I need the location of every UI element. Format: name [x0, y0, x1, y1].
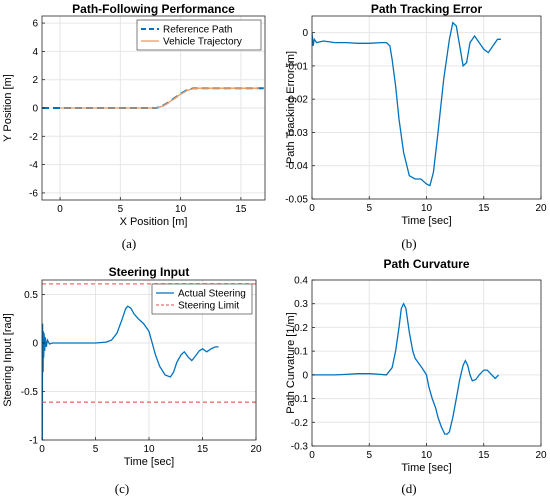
y-tick-label: -0.2: [291, 418, 309, 429]
y-tick-label: -0.5: [21, 387, 39, 398]
x-tick-label: 10: [143, 444, 155, 455]
y-tick-label: 0: [32, 104, 38, 115]
x-tick-label: 15: [478, 450, 490, 461]
y-tick-label: -0.02: [285, 95, 308, 106]
x-axis-label: Time [sec]: [401, 462, 451, 474]
x-tick-label: 10: [421, 203, 433, 214]
y-tick-label: -1: [29, 436, 38, 447]
panel-caption: (d): [401, 481, 416, 496]
x-tick-label: 5: [366, 203, 372, 214]
legend-label: Reference Path: [163, 25, 233, 36]
chart-title: Path-Following Performance: [72, 2, 235, 16]
x-tick-label: 10: [421, 450, 433, 461]
y-axis-label: Path Tracking Error [m]: [285, 51, 297, 164]
y-tick-label: -4: [29, 160, 38, 171]
y-tick-label: -0.05: [285, 195, 308, 206]
y-tick-label: 4: [32, 47, 38, 58]
y-tick-label: 0.2: [294, 323, 308, 334]
x-tick-label: 5: [93, 444, 99, 455]
x-tick-label: 5: [366, 450, 372, 461]
legend-label: Actual Steering: [178, 289, 246, 300]
panel-caption: (a): [122, 236, 136, 251]
x-tick-label: 20: [250, 444, 262, 455]
x-tick-label: 5: [118, 204, 124, 215]
x-tick-label: 20: [535, 450, 547, 461]
y-tick-label: -0.1: [291, 394, 309, 405]
x-tick-label: 0: [309, 450, 315, 461]
panel-caption: (b): [401, 236, 416, 251]
series-line-actual-steering: [42, 305, 219, 440]
x-tick-label: 10: [175, 204, 187, 215]
panel-path-following: 0 5 10 15 -6 -4 -2 0 2 4 6 Path-Following Performan…: [2, 2, 266, 251]
y-tick-label: -0.3: [291, 442, 309, 453]
y-tick-label: -0.04: [285, 161, 308, 172]
x-tick-label: 15: [197, 444, 209, 455]
y-tick-label: -2: [29, 132, 38, 143]
y-axis-label: Steering Input [rad]: [2, 313, 14, 407]
series-line-reference-path: [42, 87, 265, 109]
chart-title: Steering Input: [109, 265, 190, 279]
legend-box: [151, 283, 253, 315]
y-tick-label: -6: [29, 188, 38, 199]
y-tick-label: -0.03: [285, 128, 308, 139]
panel-path-curvature: 0 5 10 15 20 -0.3 -0.2 -0.1 0 0.1 0.2 0.3 0.4 Path Cu…: [285, 257, 547, 496]
y-tick-label: 0.5: [24, 290, 38, 301]
y-axis-label: Y Position [m]: [2, 74, 14, 142]
x-tick-label: 0: [309, 203, 315, 214]
chart-title: Path Curvature: [383, 257, 469, 271]
x-axis-label: Time [sec]: [401, 215, 451, 227]
y-tick-label: 0: [32, 339, 38, 350]
panel-caption: (c): [115, 481, 129, 496]
panel-steering-input: 0 5 10 15 20 -1 -0.5 0 0.5 Steering Input Time [se…: [2, 265, 262, 496]
x-tick-label: 20: [535, 203, 547, 214]
x-tick-label: 0: [57, 204, 63, 215]
y-tick-label: 2: [32, 75, 38, 86]
y-tick-label: 0.3: [294, 299, 308, 310]
y-tick-label: -0.01: [285, 61, 308, 72]
y-tick-label: 0: [302, 370, 308, 381]
y-tick-label: 0.1: [294, 347, 308, 358]
y-tick-label: 0: [302, 28, 308, 39]
x-axis-label: Time [sec]: [124, 456, 174, 468]
y-tick-label: 0.4: [294, 276, 308, 287]
x-axis-label: X Position [m]: [120, 216, 188, 228]
series-line-0: [312, 21, 501, 187]
x-tick-label: 15: [478, 203, 490, 214]
chart-title: Path Tracking Error: [371, 2, 483, 16]
x-tick-label: 15: [235, 204, 247, 215]
legend-label: Steering Limit: [178, 301, 239, 312]
y-axis-label: Path Curvature [1/m]: [285, 312, 297, 414]
x-tick-label: 0: [39, 444, 45, 455]
y-tick-label: 6: [32, 19, 38, 30]
legend-label: Vehicle Trajectory: [163, 37, 242, 48]
series-line-0: [312, 302, 500, 435]
series-line-vehicle-trajectory: [60, 87, 259, 109]
panel-tracking-error: 0 5 10 15 20 -0.05 -0.04 -0.03 -0.02 -0.01 0 Path T…: [285, 2, 547, 251]
legend-box: [136, 19, 262, 51]
